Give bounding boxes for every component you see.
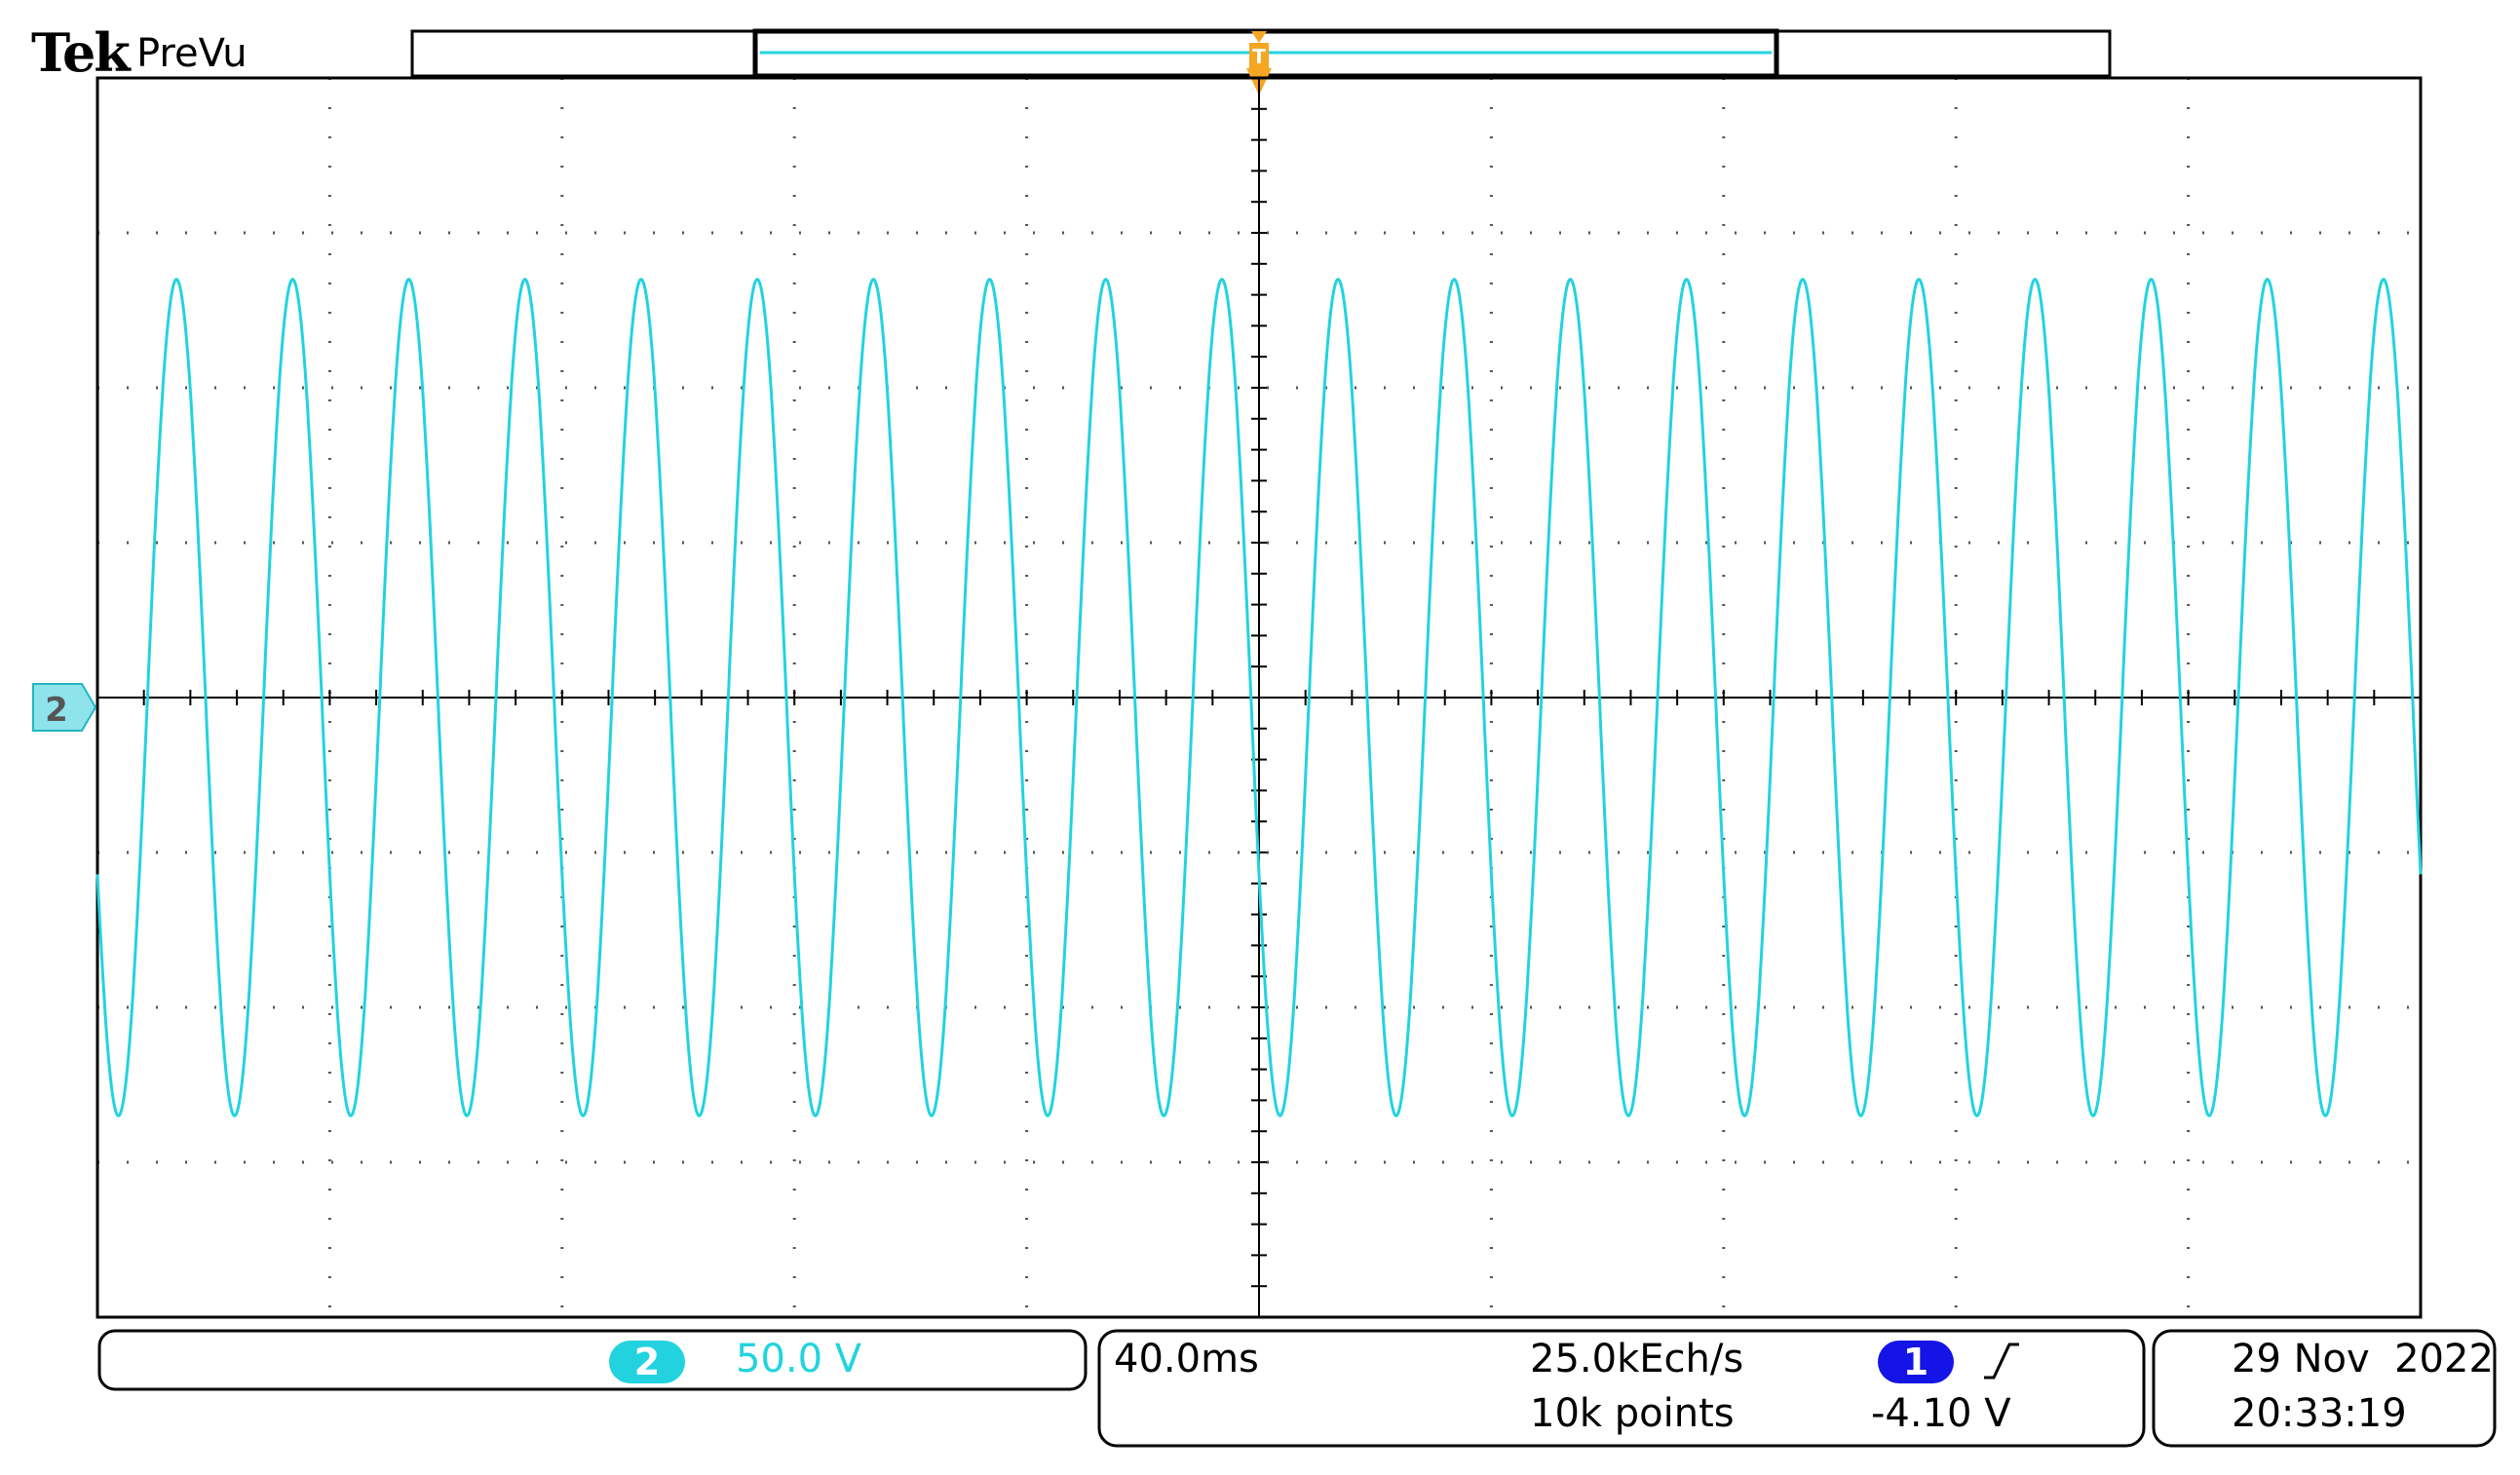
timebase-scale: 40.0ms: [1114, 1337, 1259, 1381]
graticule-border: [95, 76, 2423, 1319]
channel-badge[interactable]: 2: [609, 1341, 685, 1383]
datetime-panel: [2152, 1329, 2497, 1448]
channel-2-trace: [95, 278, 2423, 1117]
time-readout: 20:33:19: [2232, 1391, 2407, 1436]
trigger-marker-label: T: [1252, 45, 1266, 68]
channel-scale: 50.0 V: [736, 1337, 862, 1381]
trigger-source-badge[interactable]: 1: [1878, 1341, 1954, 1383]
brand-logo: Tek: [31, 21, 131, 84]
trigger-level: -4.10 V: [1871, 1391, 2011, 1436]
channel-readout-panel[interactable]: [97, 1329, 1088, 1391]
trigger-top-arrow: [1251, 31, 1267, 43]
trigger-position-marker[interactable]: [1249, 43, 1269, 68]
channel-ground-marker[interactable]: [32, 683, 97, 732]
acquisition-mode: PreVu: [136, 31, 248, 76]
rising-edge-icon: [1984, 1343, 2019, 1380]
sample-rate: 25.0kEch/s: [1530, 1337, 1744, 1381]
channel-ground-label: 2: [45, 691, 68, 730]
waveform-layer: [95, 278, 2423, 1117]
record-length: 10k points: [1530, 1391, 1735, 1436]
graticule: [96, 77, 2422, 1318]
date-readout: 29 Nov 2022: [2232, 1337, 2494, 1381]
